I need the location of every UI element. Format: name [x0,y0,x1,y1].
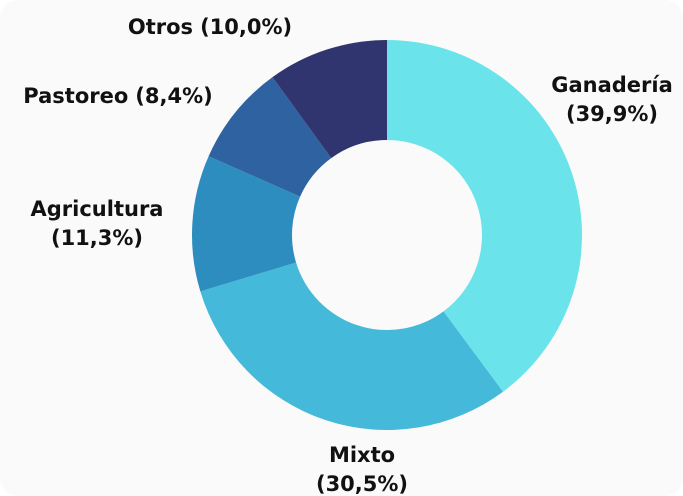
donut-slice [192,156,301,292]
slice-value-label: (39,9%) [566,102,658,126]
slice-label: Ganadería [551,73,673,97]
slice-label: Pastoreo (8,4%) [23,84,212,108]
slice-label: Otros (10,0%) [128,15,292,39]
donut-slice [200,262,503,430]
donut-slice [272,40,387,159]
slice-value-label: (30,5%) [316,472,408,496]
donut-slice [208,77,332,197]
donut-slice [387,40,582,392]
slice-category: Otros [128,15,193,39]
slice-value-label: (10,0%) [200,15,292,39]
slice-label: Mixto [329,443,395,467]
slice-value-label: (8,4%) [135,84,212,108]
slice-value-label: (11,3%) [51,226,143,250]
slice-label: Agricultura [31,197,164,221]
slice-category: Pastoreo [23,84,128,108]
